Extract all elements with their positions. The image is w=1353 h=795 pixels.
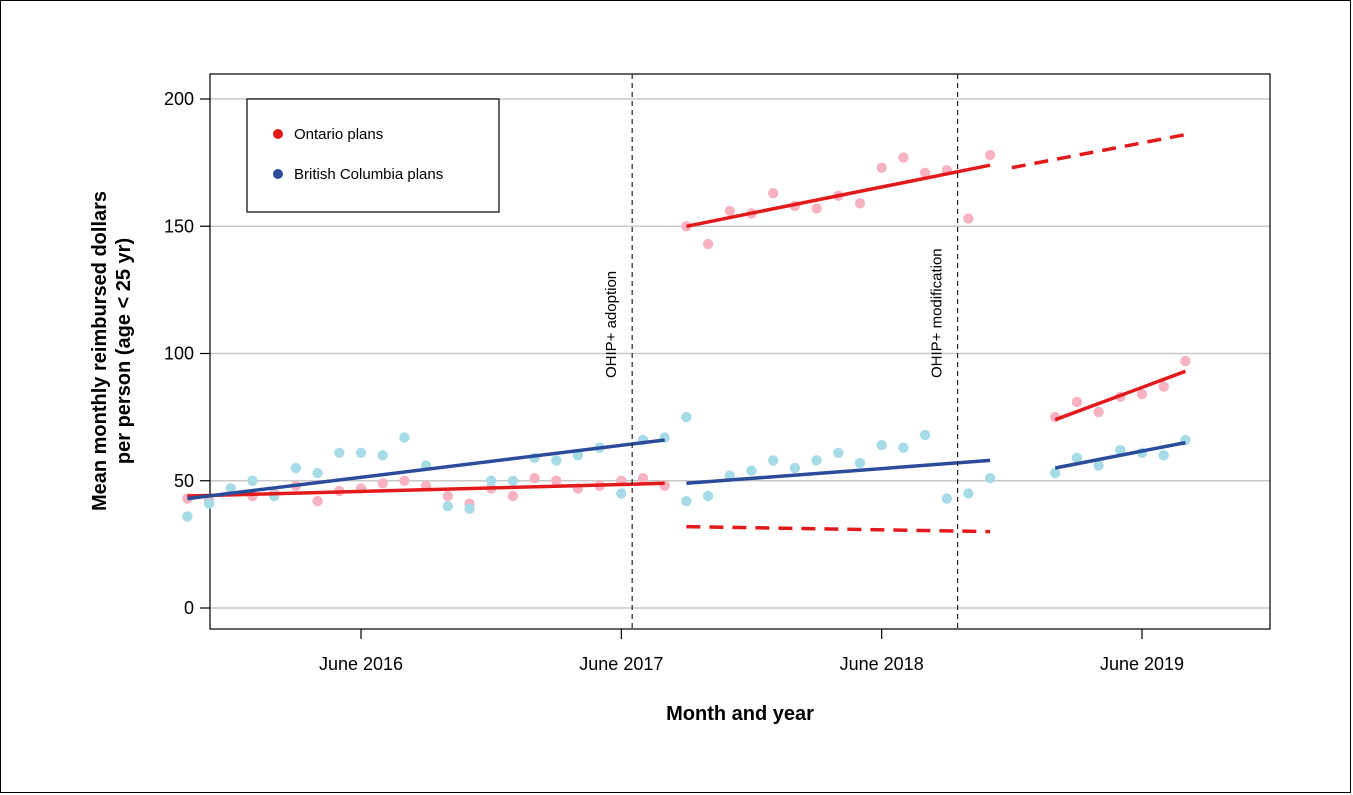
bc-point [551, 455, 562, 466]
legend-ontario-swatch [273, 129, 283, 139]
bc-point [334, 447, 345, 458]
bc-point [203, 498, 215, 509]
bc-point [681, 411, 692, 423]
legend-ontario-label: Ontario plans [294, 126, 383, 143]
legend-bc-label: British Columbia plans [294, 166, 443, 183]
ontario-point [637, 473, 649, 484]
x-tick-label: June 2016 [319, 654, 403, 674]
ontario-point [811, 203, 822, 214]
bc-point [290, 462, 302, 474]
bc-point [247, 475, 258, 486]
ontario-point [442, 490, 453, 502]
legend-box [246, 98, 500, 213]
ontario-point [399, 475, 410, 486]
y-tick-label: 50 [174, 471, 194, 491]
bc-point [876, 439, 887, 451]
ontario-point [529, 473, 540, 484]
ontario-point [876, 162, 887, 173]
bc-point [898, 442, 909, 453]
bc-point [225, 483, 236, 494]
bc-point [1071, 452, 1083, 463]
ontario-point [312, 495, 323, 507]
bc-point [746, 465, 757, 476]
x-tick-label: June 2019 [1100, 654, 1184, 674]
bc-point [355, 447, 367, 458]
ontario-point [1136, 389, 1148, 400]
bc-point [616, 488, 627, 499]
data-points [182, 149, 1191, 522]
bc-point [984, 473, 996, 484]
bc-point [377, 450, 388, 461]
ontario-point [1093, 406, 1104, 418]
bc-point [464, 503, 475, 514]
bc-fit-line [686, 458, 991, 486]
ontario-point [1180, 355, 1191, 367]
ontario-point [768, 188, 779, 199]
legend-bc-swatch [273, 169, 283, 179]
y-tick-label: 0 [184, 598, 194, 618]
bc-point [399, 432, 410, 443]
bc-point [833, 447, 844, 458]
ontario-point [919, 167, 931, 178]
y-axis-title-line2: per person (age < 25 yr) [113, 238, 135, 464]
y-tick-label: 150 [164, 216, 194, 236]
bc-fit-line [1054, 440, 1186, 470]
bc-point [963, 488, 974, 499]
y-tick-label: 200 [164, 89, 194, 109]
bc-point [312, 467, 323, 479]
ontario-point [1071, 396, 1083, 408]
ontario-counterfactual-line [686, 524, 991, 534]
event-markers: OHIP+ adoption OHIP+ modification [603, 74, 959, 629]
ontario-point [377, 478, 388, 489]
ontario-fit-line [686, 163, 991, 229]
bc-point [811, 455, 822, 466]
ontario-point [1158, 381, 1169, 392]
y-axis-title-line1: Mean monthly reimbursed dollars [89, 191, 111, 511]
ontario-point [724, 205, 735, 217]
y-tick-label: 100 [164, 344, 194, 364]
ontario-point [984, 149, 996, 161]
ontario-fit-line [187, 481, 665, 498]
bc-point [941, 493, 952, 504]
bc-point [1158, 450, 1169, 461]
bc-point [702, 490, 714, 502]
bc-point [1050, 467, 1061, 479]
ontario-point [507, 490, 519, 502]
ontario-point [551, 475, 562, 486]
ontario-fit-line [1054, 369, 1187, 422]
ontario-point [854, 198, 866, 209]
bc-point [1093, 460, 1104, 471]
bc-point [1115, 445, 1126, 456]
bc-point [182, 511, 193, 522]
ontario-point [963, 213, 974, 224]
ontario-point [898, 152, 909, 163]
bc-point [919, 429, 931, 441]
axes: 0 50 100 150 200 June 2016 June 2017 June 2018 J… [164, 89, 1184, 674]
bc-point [789, 462, 801, 474]
ontario-counterfactual-line [1011, 132, 1186, 170]
bc-point [507, 475, 519, 486]
event-label: OHIP+ adoption [603, 271, 620, 378]
x-axis-title: Month and year [666, 703, 814, 725]
bc-point [486, 475, 497, 486]
plot-area [209, 73, 1271, 630]
bc-point [768, 455, 779, 466]
bc-point [854, 457, 866, 469]
bc-point [681, 495, 692, 507]
legend: Ontario plans British Columbia plans [246, 98, 500, 213]
bc-fit-line [187, 438, 665, 501]
fit-lines [187, 132, 1187, 534]
ontario-point [702, 238, 714, 250]
x-tick-label: June 2018 [840, 654, 924, 674]
bc-point [442, 501, 453, 512]
event-label: OHIP+ modification [929, 248, 946, 378]
x-tick-label: June 2017 [579, 654, 663, 674]
